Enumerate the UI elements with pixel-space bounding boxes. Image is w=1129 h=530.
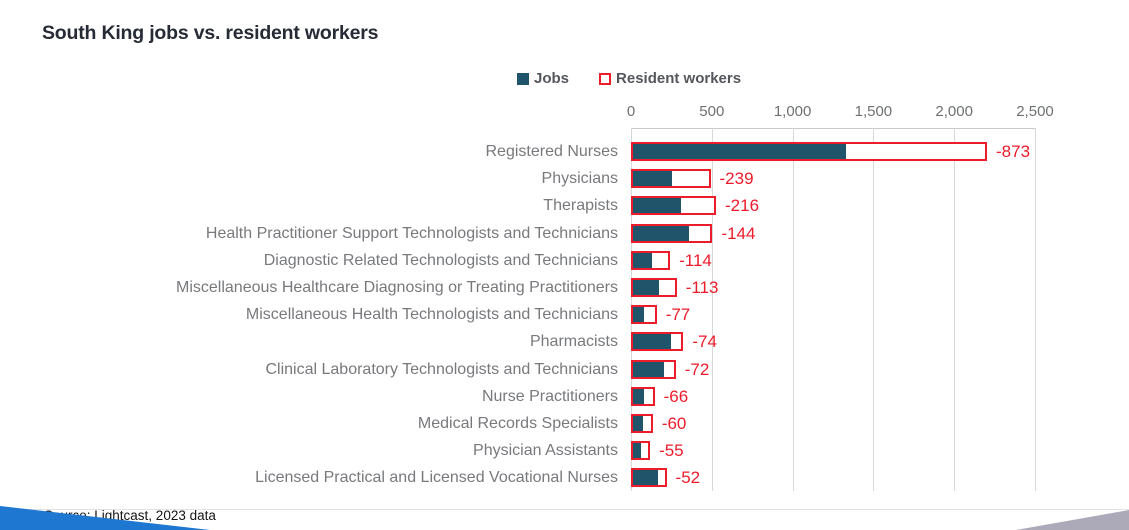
deficit-label: -52 [675, 468, 701, 488]
category-label: Licensed Practical and Licensed Vocation… [255, 469, 618, 487]
resident-workers-bar [631, 250, 671, 270]
resident-workers-bar [631, 414, 653, 433]
deficit-label: -66 [663, 386, 689, 406]
gridline [873, 128, 875, 491]
gridline [954, 128, 956, 491]
deficit-label: -60 [661, 414, 687, 433]
chart-title: South King jobs vs. resident workers [42, 22, 379, 44]
resident-workers-bar [631, 386, 655, 406]
deficit-label: -72 [684, 359, 710, 379]
category-label: Medical Records Specialists [417, 415, 618, 432]
resident-workers-bar [631, 223, 713, 243]
resident-workers-bar [631, 359, 676, 379]
jobs-bar [633, 470, 659, 486]
jobs-bar [633, 144, 846, 159]
resident-workers-bar [631, 441, 651, 461]
footer-divider [0, 509, 1129, 510]
legend-item-resident-workers: Resident workers [599, 70, 741, 87]
legend-resident-workers-label: Resident workers [616, 70, 742, 87]
category-label: Registered Nurses [485, 143, 619, 160]
x-axis-line [631, 128, 1035, 129]
deficit-label: -144 [721, 223, 756, 243]
deficit-label: -55 [659, 441, 684, 461]
resident-workers-bar [631, 332, 684, 352]
resident-workers-bar [631, 142, 987, 161]
jobs-bar [633, 388, 644, 404]
x-axis-tick-label: 2,000 [935, 103, 973, 120]
deficit-label: -873 [996, 142, 1031, 161]
jobs-bar [633, 416, 644, 431]
jobs-bar [633, 280, 659, 295]
x-axis-tick-label: 2,500 [1016, 103, 1054, 120]
gray-wedge-decoration [1016, 510, 1129, 530]
category-label: Miscellaneous Healthcare Diagnosing or T… [176, 279, 618, 296]
category-label: Miscellaneous Health Technologists and T… [245, 306, 618, 324]
category-label: Physician Assistants [473, 442, 618, 460]
deficit-label: -74 [692, 332, 717, 352]
x-axis-tick-label: 1,000 [773, 103, 812, 120]
legend-jobs-label: Jobs [534, 70, 570, 87]
deficit-label: -114 [679, 250, 712, 270]
resident-workers-bar [631, 196, 716, 216]
category-label: Pharmacists [529, 333, 618, 351]
category-label: Nurse Practitioners [481, 387, 618, 405]
jobs-bar [633, 443, 642, 459]
jobs-bar [633, 198, 682, 214]
gridline [1035, 128, 1036, 491]
deficit-label: -113 [685, 278, 719, 297]
category-label: Clinical Laboratory Technologists and Te… [265, 360, 618, 378]
deficit-label: -239 [719, 169, 754, 189]
jobs-bar [633, 252, 652, 268]
resident-workers-swatch-icon [599, 72, 612, 85]
category-label: Physicians [541, 170, 618, 188]
resident-workers-bar [631, 278, 677, 297]
category-label: Health Practitioner Support Technologist… [205, 224, 618, 242]
jobs-bar [633, 361, 665, 377]
deficit-label: -216 [725, 196, 760, 216]
resident-workers-bar [631, 468, 667, 488]
resident-workers-bar [631, 305, 657, 325]
legend: Jobs Resident workers [517, 70, 741, 87]
category-label: Therapists [543, 197, 618, 215]
jobs-swatch-icon [517, 72, 529, 85]
jobs-bar [633, 307, 645, 323]
jobs-bar [633, 225, 690, 241]
gridline [792, 128, 794, 491]
jobs-bar [633, 171, 672, 187]
resident-workers-bar [631, 169, 711, 189]
x-axis-tick-label: 500 [699, 103, 725, 120]
gridline [711, 128, 713, 491]
deficit-label: -77 [665, 305, 691, 325]
category-label: Diagnostic Related Technologists and Tec… [263, 251, 618, 269]
x-axis-tick-label: 1,500 [854, 103, 893, 120]
legend-item-jobs: Jobs [517, 70, 569, 87]
jobs-bar [633, 334, 672, 350]
x-axis-tick-label: 0 [626, 103, 636, 120]
